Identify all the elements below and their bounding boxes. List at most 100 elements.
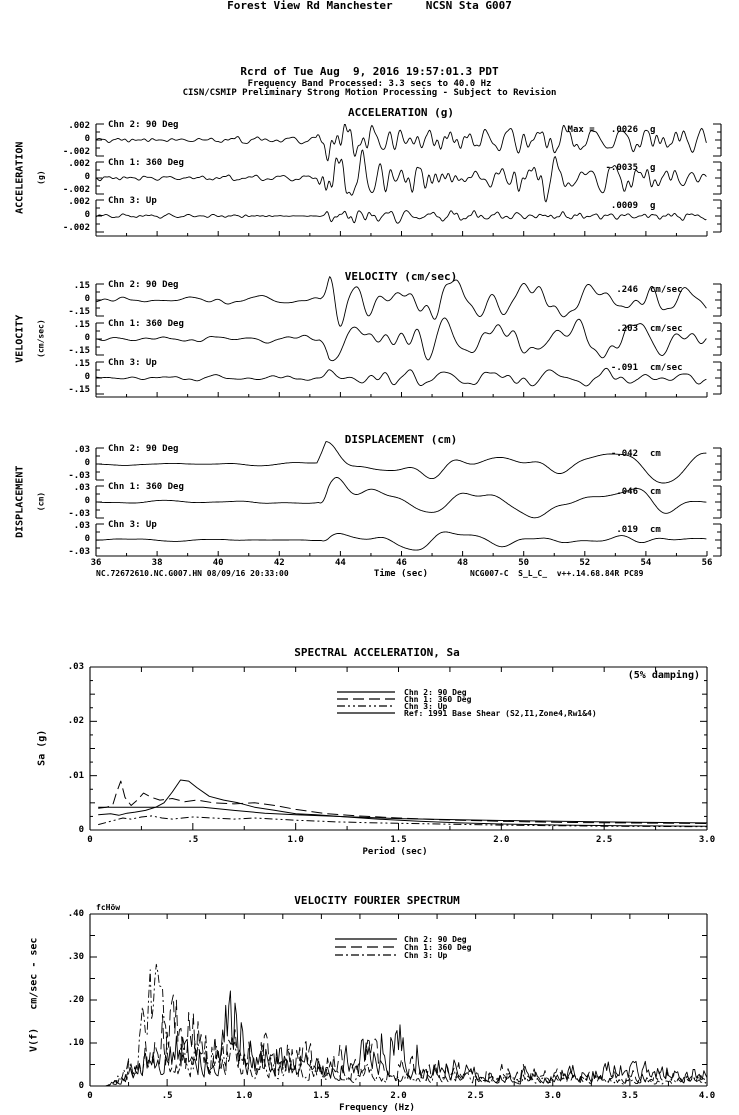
sa-y-tick-label: .01: [67, 770, 84, 781]
filter-corner-annotation: fcHöw: [96, 903, 121, 912]
panel-title-velocity: VELOCITY (cm/sec): [344, 270, 458, 283]
y-scale-label: -.03: [68, 509, 90, 519]
y-scale-label: -.03: [68, 471, 90, 481]
fourier-title: VELOCITY FOURIER SPECTRUM: [294, 894, 460, 907]
y-scale-label: .15: [73, 359, 90, 369]
channel-label: Chn 1: 360 Deg: [108, 482, 184, 492]
sa-curve: [98, 815, 708, 828]
fourier-x-tick-label: 0: [87, 1091, 93, 1101]
waveform: [95, 210, 707, 224]
fourier-curve: [97, 990, 708, 1087]
y-scale-label: 0: [84, 210, 90, 220]
x-tick-label: 48: [457, 558, 469, 568]
x-tick-label: 42: [273, 558, 285, 568]
max-unit-label: cm: [650, 525, 661, 535]
fourier-curve: [97, 963, 708, 1087]
x-tick-label: 40: [212, 558, 224, 568]
waveform: [95, 276, 707, 327]
sa-curve: [98, 779, 708, 827]
fourier-legend-label-chn3: Chn 3: Up: [404, 951, 448, 960]
fourier-x-tick-label: 3.5: [621, 1091, 638, 1101]
waveform: [95, 477, 707, 519]
y-scale-label: -.15: [68, 346, 90, 356]
channel-label: Chn 2: 90 Deg: [108, 280, 179, 290]
channel-label: Chn 3: Up: [108, 358, 157, 368]
header-line-1: Forest View Rd Manchester NCSN Sta G007: [227, 0, 512, 12]
footer-left: NC.72672610.NC.G007.HN 08/09/16 20:33:00: [96, 569, 289, 578]
waveform: [95, 149, 707, 203]
fourier-y-tick-label: .30: [67, 952, 84, 962]
channel-label: Chn 3: Up: [108, 196, 157, 206]
sa-x-tick-label: 1.0: [287, 835, 304, 845]
max-value-label: -.0035: [605, 163, 638, 173]
x-tick-label: 36: [90, 558, 102, 568]
max-value-label: -.091: [610, 363, 638, 373]
fourier-x-tick-label: 2.5: [467, 1091, 484, 1101]
channel-label: Chn 1: 360 Deg: [108, 158, 184, 168]
max-value-label: .019: [616, 525, 638, 535]
x-tick-label: 38: [151, 558, 163, 568]
sa-legend-label-chn2: Chn 2: 90 Deg: [404, 688, 467, 697]
fourier-y-tick-label: .40: [67, 909, 84, 919]
x-tick-label: 56: [701, 558, 713, 568]
channel-label: Chn 2: 90 Deg: [108, 444, 179, 454]
y-scale-label: -.002: [62, 147, 90, 157]
fourier-y-tick-label: 0: [78, 1081, 84, 1091]
header-line-2: Rcrd of Tue Aug 9, 2016 19:57:01.3 PDT: [240, 65, 499, 78]
y-scale-label: -.15: [68, 307, 90, 317]
y-scale-label: -.03: [68, 547, 90, 557]
frequency-axis-label: Frequency (Hz): [339, 1103, 415, 1113]
max-value-label: -.042: [610, 449, 638, 459]
side-label-displacement: DISPLACEMENT: [14, 465, 26, 538]
max-value-label: .0009: [610, 201, 638, 211]
sa-y-axis-label: Sa (g): [36, 729, 48, 766]
sa-x-tick-label: 3.0: [698, 835, 716, 845]
channel-label: Chn 2: 90 Deg: [108, 120, 179, 130]
header-line-3: Frequency Band Processed: 3.3 secs to 40…: [247, 79, 492, 89]
sa-x-tick-label: .5: [187, 835, 199, 845]
y-scale-label: .15: [73, 281, 90, 291]
fourier-x-tick-label: 3.0: [544, 1091, 561, 1101]
sa-x-tick-label: 1.5: [390, 835, 407, 845]
y-scale-label: .002: [68, 159, 90, 169]
max-unit-label: g: [650, 163, 656, 173]
x-tick-label: 52: [579, 558, 591, 568]
fourier-y-axis-label: V(f) cm/sec - sec: [28, 937, 40, 1052]
y-scale-label: 0: [84, 333, 90, 343]
y-scale-label: -.15: [68, 385, 90, 395]
y-scale-label: 0: [84, 534, 90, 544]
footer-right: NCG007-C S_L_C_ v++.14.68.84R PC89: [470, 569, 644, 578]
max-value-label: .046: [616, 487, 638, 497]
x-tick-label: 50: [518, 558, 530, 568]
x-tick-label: 54: [640, 558, 652, 568]
sa-curve: [98, 806, 708, 824]
fourier-x-tick-label: .5: [161, 1091, 173, 1101]
panel-title-acceleration: ACCELERATION (g): [348, 106, 454, 119]
fourier-x-tick-label: 2.0: [390, 1091, 407, 1101]
damping-annotation: (5% damping): [627, 670, 700, 681]
fourier-legend-label-chn2: Chn 2: 90 Deg: [404, 935, 467, 944]
y-scale-label: 0: [84, 172, 90, 182]
fourier-x-tick-label: 1.0: [236, 1091, 253, 1101]
fourier-y-tick-label: .10: [67, 1038, 84, 1048]
sa-x-tick-label: 2.5: [596, 835, 613, 845]
waveform: [95, 531, 707, 551]
panel-title-displacement: DISPLACEMENT (cm): [344, 433, 458, 446]
fourier-y-tick-label: .20: [67, 995, 84, 1005]
max-unit-label: cm: [650, 487, 661, 497]
y-scale-label: .002: [68, 121, 90, 131]
max-unit-label: cm/sec: [650, 285, 683, 295]
max-unit-label: g: [650, 125, 656, 135]
x-tick-label: 46: [396, 558, 407, 568]
fourier-legend-label-chn1: Chn 1: 360 Deg: [404, 943, 472, 952]
header-line-4: CISN/CSMIP Preliminary Strong Motion Pro…: [182, 88, 557, 98]
sa-x-tick-label: 0: [87, 835, 93, 845]
period-axis-label: Period (sec): [362, 847, 428, 857]
sa-legend-label-chn3: Chn 3: Up: [404, 702, 448, 711]
sa-y-tick-label: 0: [78, 825, 84, 835]
waveform: [95, 317, 707, 362]
sa-y-tick-label: .03: [67, 662, 84, 672]
channel-label: Chn 3: Up: [108, 520, 157, 530]
sa-x-tick-label: 2.0: [493, 835, 510, 845]
sa-legend-label-ref: Ref: 1991 Base Shear (S2,I1,Zone4,Rw1&4): [404, 709, 597, 718]
